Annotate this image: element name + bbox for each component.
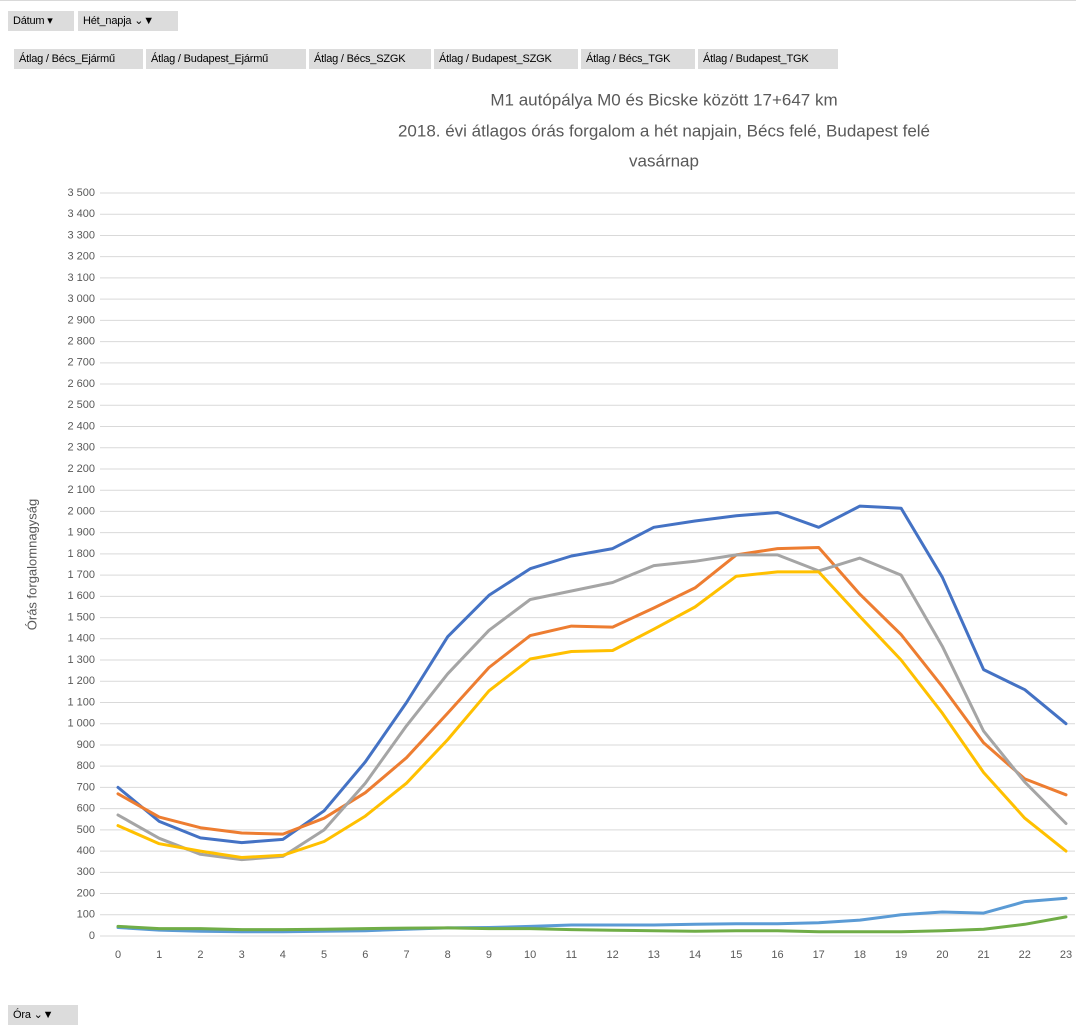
- series-button[interactable]: Átlag / Budapest_SZGK: [434, 49, 578, 69]
- chart-title: vasárnap: [629, 151, 699, 170]
- line-series: [116, 553, 1068, 862]
- y-tick-label: 3 500: [67, 187, 95, 199]
- x-tick-label: 13: [648, 949, 660, 961]
- x-tick-label: 1: [156, 949, 162, 961]
- y-tick-label: 2 600: [67, 378, 95, 390]
- x-tick-label: 5: [321, 949, 327, 961]
- x-tick-label: 15: [730, 949, 742, 961]
- x-tick-label: 16: [771, 949, 783, 961]
- y-tick-label: 3 100: [67, 272, 95, 284]
- y-tick-label: 1 400: [67, 633, 95, 645]
- x-tick-label: 18: [854, 949, 866, 961]
- x-tick-label: 10: [524, 949, 536, 961]
- line-series: [116, 570, 1068, 859]
- y-tick-label: 300: [77, 866, 95, 878]
- x-tick-label: 9: [486, 949, 492, 961]
- x-tick-label: 8: [445, 949, 451, 961]
- y-tick-label: 3 300: [67, 229, 95, 241]
- y-tick-label: 800: [77, 760, 95, 772]
- axis-field-label: Óra: [13, 1009, 31, 1021]
- x-tick-label: 17: [813, 949, 825, 961]
- filter-button[interactable]: Hét_napja ⌄▼: [78, 11, 178, 31]
- y-tick-label: 1 700: [67, 569, 95, 581]
- y-tick-label: 1 500: [67, 611, 95, 623]
- y-tick-label: 2 800: [67, 336, 95, 348]
- x-tick-label: 7: [403, 949, 409, 961]
- y-tick-label: 500: [77, 824, 95, 836]
- y-tick-label: 2 900: [67, 314, 95, 326]
- y-tick-label: 2 000: [67, 505, 95, 517]
- y-tick-label: 1 900: [67, 527, 95, 539]
- y-tick-label: 1 800: [67, 548, 95, 560]
- x-tick-label: 0: [115, 949, 121, 961]
- y-tick-label: 2 500: [67, 399, 95, 411]
- line-series: [116, 504, 1068, 845]
- y-tick-label: 200: [77, 887, 95, 899]
- chart-title: 2018. évi átlagos órás forgalom a hét na…: [398, 121, 930, 140]
- series-button[interactable]: Átlag / Bécs_Ejármű: [14, 49, 143, 69]
- y-tick-label: 3 200: [67, 251, 95, 263]
- line-series: [116, 546, 1068, 836]
- axis-field-button[interactable]: Óra ⌄▼: [8, 1005, 78, 1025]
- filter-label: Dátum: [13, 15, 45, 27]
- y-tick-label: 2 300: [67, 442, 95, 454]
- y-tick-label: 0: [89, 930, 95, 942]
- y-tick-label: 1 100: [67, 696, 95, 708]
- line-series: [116, 915, 1068, 934]
- x-tick-label: 3: [239, 949, 245, 961]
- y-tick-label: 400: [77, 845, 95, 857]
- x-tick-label: 22: [1019, 949, 1031, 961]
- y-tick-label: 3 400: [67, 208, 95, 220]
- y-tick-label: 2 700: [67, 357, 95, 369]
- filter-button[interactable]: Dátum ▾: [8, 11, 74, 31]
- x-tick-label: 12: [606, 949, 618, 961]
- x-tick-label: 23: [1060, 949, 1072, 961]
- series-button[interactable]: Átlag / Budapest_TGK: [698, 49, 838, 69]
- y-tick-label: 3 000: [67, 293, 95, 305]
- y-tick-label: 100: [77, 909, 95, 921]
- y-tick-label: 1 300: [67, 654, 95, 666]
- y-tick-label: 1 600: [67, 590, 95, 602]
- y-tick-label: 1 000: [67, 718, 95, 730]
- x-tick-label: 20: [936, 949, 948, 961]
- x-tick-label: 6: [362, 949, 368, 961]
- x-tick-label: 19: [895, 949, 907, 961]
- filter-label: Hét_napja: [83, 15, 132, 27]
- x-tick-label: 4: [280, 949, 286, 961]
- x-tick-label: 14: [689, 949, 701, 961]
- y-tick-label: 700: [77, 781, 95, 793]
- series-button[interactable]: Átlag / Bécs_SZGK: [309, 49, 431, 69]
- x-tick-label: 2: [197, 949, 203, 961]
- y-tick-label: 2 200: [67, 463, 95, 475]
- y-tick-label: 600: [77, 803, 95, 815]
- y-tick-label: 900: [77, 739, 95, 751]
- x-tick-label: 21: [977, 949, 989, 961]
- y-tick-label: 1 200: [67, 675, 95, 687]
- y-tick-label: 2 100: [67, 484, 95, 496]
- chart-title: M1 autópálya M0 és Bicske között 17+647 …: [490, 90, 837, 109]
- line-series: [116, 896, 1068, 934]
- series-button[interactable]: Átlag / Bécs_TGK: [581, 49, 695, 69]
- y-tick-label: 2 400: [67, 420, 95, 432]
- y-axis-label: Órás forgalomnagyság: [24, 499, 39, 631]
- series-button[interactable]: Átlag / Budapest_Ejármű: [146, 49, 306, 69]
- x-tick-label: 11: [566, 949, 577, 961]
